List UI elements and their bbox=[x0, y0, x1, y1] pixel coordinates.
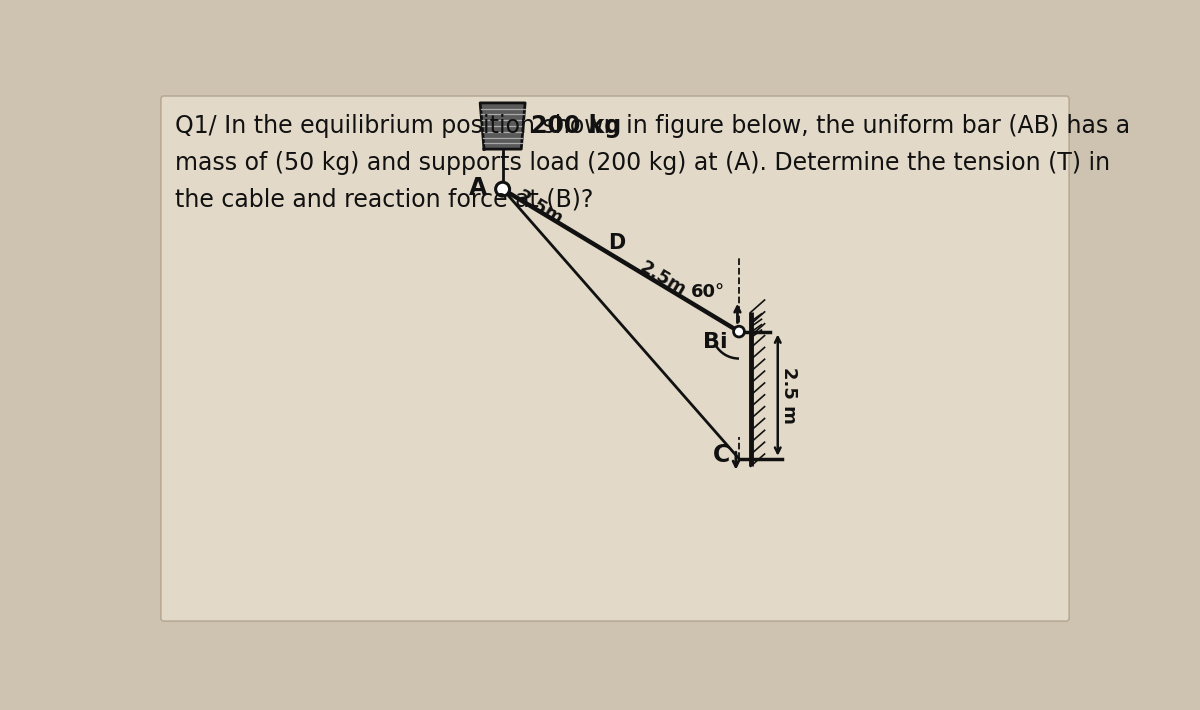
Text: Bi: Bi bbox=[703, 332, 728, 352]
Text: C: C bbox=[713, 443, 731, 466]
Circle shape bbox=[733, 326, 744, 337]
Text: Q1/ In the equilibrium position shown in figure below, the uniform bar (AB) has : Q1/ In the equilibrium position shown in… bbox=[175, 114, 1130, 211]
Text: 2.5m: 2.5m bbox=[636, 258, 689, 300]
Text: 60°: 60° bbox=[691, 283, 725, 300]
Text: 200 kg: 200 kg bbox=[532, 114, 622, 138]
Text: D: D bbox=[608, 234, 625, 253]
FancyBboxPatch shape bbox=[161, 96, 1069, 621]
Polygon shape bbox=[480, 103, 526, 149]
Text: 2.5 m: 2.5 m bbox=[780, 366, 798, 424]
Text: 2.5m: 2.5m bbox=[514, 187, 566, 229]
Text: A: A bbox=[469, 175, 487, 200]
Circle shape bbox=[496, 182, 510, 196]
